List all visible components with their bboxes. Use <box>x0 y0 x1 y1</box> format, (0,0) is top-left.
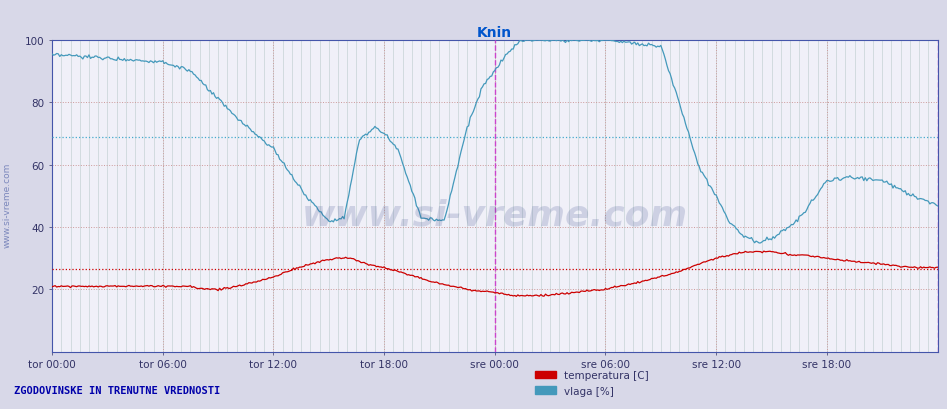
Legend: temperatura [C], vlaga [%]: temperatura [C], vlaga [%] <box>530 366 653 400</box>
Text: www.si-vreme.com: www.si-vreme.com <box>3 162 12 247</box>
Text: ZGODOVINSKE IN TRENUTNE VREDNOSTI: ZGODOVINSKE IN TRENUTNE VREDNOSTI <box>14 384 221 395</box>
Text: www.si-vreme.com: www.si-vreme.com <box>302 198 688 232</box>
Title: Knin: Knin <box>477 26 512 40</box>
